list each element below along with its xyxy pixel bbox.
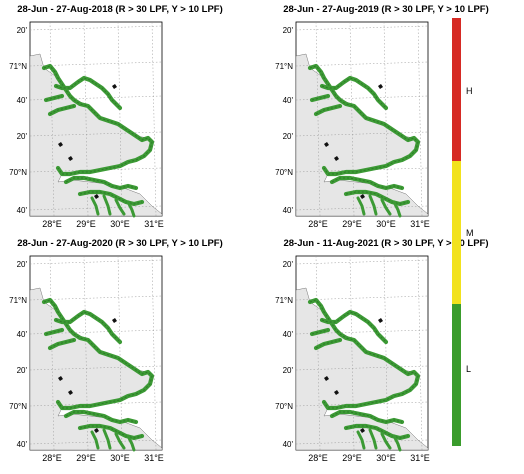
site-marker [324, 376, 329, 381]
longitude-label: 28°E [42, 219, 62, 229]
panel-title: 28-Jun - 27-Aug-2020 (R > 30 LPF, Y > 10… [17, 238, 223, 249]
site-marker [68, 390, 73, 395]
longitude-label: 30°E [376, 219, 396, 229]
site-marker [378, 84, 383, 89]
latitude-label: 40' [17, 206, 28, 215]
latitude-label: 40' [283, 330, 294, 339]
latitude-label: 70°N [9, 168, 27, 177]
latitude-label: 70°N [9, 402, 27, 411]
map-panel-3: 28-Jun - 27-Aug-2020 (R > 30 LPF, Y > 10… [0, 238, 240, 466]
coastline-map: 20' 71°N 40' 20' 70°N 40' 28°E 29°E 30°E 31°E [275, 21, 430, 229]
colorbar-high-segment [452, 18, 461, 161]
longitude-label: 28°E [308, 453, 328, 463]
site-marker [58, 142, 63, 147]
longitude-label: 31°E [410, 219, 430, 229]
latitude-label: 20' [283, 260, 294, 269]
site-marker [112, 84, 117, 89]
longitude-label: 29°E [342, 453, 362, 463]
colorbar-medium-segment [452, 161, 461, 304]
colorbar-label-high: H [466, 86, 473, 96]
longitude-label: 30°E [376, 453, 396, 463]
latitude-label: 40' [283, 440, 294, 449]
longitude-label: 30°E [110, 453, 130, 463]
longitude-label: 29°E [76, 453, 96, 463]
coastline-map: 20' 71°N 40' 20' 70°N 40' 28°E 29°E 30°E 31°E [9, 255, 164, 463]
longitude-label: 29°E [342, 219, 362, 229]
site-marker [324, 142, 329, 147]
site-marker [94, 428, 99, 433]
site-marker [334, 390, 339, 395]
longitude-label: 28°E [42, 453, 62, 463]
latitude-label: 20' [283, 366, 294, 375]
map-panel-4: 28-Jun - 11-Aug-2021 (R > 30 LPF, Y > 10… [266, 238, 506, 466]
longitude-label: 29°E [76, 219, 96, 229]
latitude-label: 20' [283, 26, 294, 35]
site-marker [68, 156, 73, 161]
map-panel-2: 28-Jun - 27-Aug-2019 (R > 30 LPF, Y > 10… [266, 4, 506, 232]
latitude-label: 71°N [9, 296, 27, 305]
longitude-label: 31°E [410, 453, 430, 463]
coastline-map: 20' 71°N 40' 20' 70°N 40' 28°E 29°E 30°E 31°E [9, 21, 164, 229]
latitude-label: 40' [17, 440, 28, 449]
longitude-label: 28°E [308, 219, 328, 229]
site-marker [360, 428, 365, 433]
latitude-label: 20' [17, 26, 28, 35]
latitude-label: 20' [17, 366, 28, 375]
latitude-label: 40' [283, 96, 294, 105]
risk-colorbar [452, 18, 461, 446]
panel-title: 28-Jun - 27-Aug-2019 (R > 30 LPF, Y > 10… [283, 4, 489, 15]
latitude-label: 71°N [9, 62, 27, 71]
site-marker [378, 318, 383, 323]
colorbar-label-low: L [466, 364, 472, 374]
longitude-label: 30°E [110, 219, 130, 229]
panel-title: 28-Jun - 11-Aug-2021 (R > 30 LPF, Y > 10… [283, 238, 489, 249]
latitude-label: 70°N [275, 168, 293, 177]
latitude-label: 40' [283, 206, 294, 215]
site-marker [360, 194, 365, 199]
longitude-label: 31°E [144, 219, 164, 229]
latitude-label: 20' [283, 132, 294, 141]
site-marker [334, 156, 339, 161]
site-marker [112, 318, 117, 323]
latitude-label: 70°N [275, 402, 293, 411]
panel-title: 28-Jun - 27-Aug-2018 (R > 30 LPF, Y > 10… [17, 4, 223, 15]
latitude-label: 20' [17, 260, 28, 269]
site-marker [94, 194, 99, 199]
site-marker [58, 376, 63, 381]
latitude-label: 40' [17, 96, 28, 105]
latitude-label: 40' [17, 330, 28, 339]
longitude-label: 31°E [144, 453, 164, 463]
colorbar-low-segment [452, 304, 461, 446]
latitude-label: 20' [17, 132, 28, 141]
coastline-map: 20' 71°N 40' 20' 70°N 40' 28°E 29°E 30°E 31°E [275, 255, 430, 463]
map-panel-1: 28-Jun - 27-Aug-2018 (R > 30 LPF, Y > 10… [0, 4, 240, 232]
colorbar-label-medium: M [466, 228, 474, 238]
latitude-label: 71°N [275, 62, 293, 71]
latitude-label: 71°N [275, 296, 293, 305]
